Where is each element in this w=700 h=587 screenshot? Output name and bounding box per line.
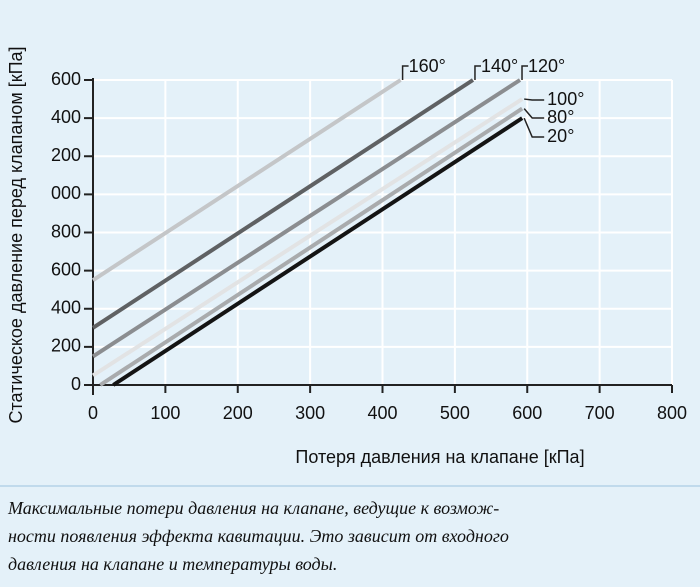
- label-leader: [401, 65, 409, 80]
- series-line: [91, 78, 402, 282]
- y-tick-label: 0: [71, 374, 81, 394]
- x-axis-label: Потеря давления на клапане [кПа]: [295, 447, 584, 467]
- label-leader: [523, 108, 545, 119]
- series-line: [91, 78, 522, 359]
- caption-line: Максимальные потери давления на клапане,…: [7, 498, 499, 518]
- label-leader: [474, 65, 481, 80]
- x-tick-label: 800: [657, 403, 687, 423]
- y-tick-label: 400: [51, 298, 81, 318]
- label-leader: [523, 117, 545, 138]
- x-tick-label: 0: [88, 403, 98, 423]
- caption-line: ности появления эффекта кавитации. Это з…: [8, 526, 509, 546]
- label-leader: [521, 65, 529, 80]
- legend-label: 140°: [481, 56, 518, 76]
- legend-label: 80°: [547, 107, 574, 127]
- caption-line: давления на клапане и температуры воды.: [8, 554, 337, 574]
- y-tick-label: 200: [51, 145, 81, 165]
- legend-label: 20°: [547, 126, 574, 146]
- y-tick-label: 800: [51, 221, 81, 241]
- x-tick-label: 300: [295, 403, 325, 423]
- y-tick-label: 000: [51, 183, 81, 203]
- y-tick-label: 600: [51, 259, 81, 279]
- series-line: [112, 116, 524, 387]
- label-leader: [524, 98, 545, 101]
- legend-label: 100°: [547, 89, 584, 109]
- x-tick-label: 500: [440, 403, 470, 423]
- y-tick-label: 600: [51, 69, 81, 89]
- x-tick-label: 400: [367, 403, 397, 423]
- legend-label: 160°: [409, 56, 446, 76]
- legend-label: 120°: [528, 56, 565, 76]
- series-line: [99, 106, 524, 387]
- y-axis-label: Статическое давление перед клапаном [кПа…: [6, 46, 26, 423]
- x-tick-label: 100: [150, 403, 180, 423]
- y-tick-label: 200: [51, 336, 81, 356]
- x-tick-label: 200: [223, 403, 253, 423]
- x-tick-label: 700: [585, 403, 615, 423]
- x-tick-label: 600: [512, 403, 542, 423]
- series-line: [91, 97, 524, 378]
- series-line: [91, 78, 475, 330]
- y-tick-label: 400: [51, 107, 81, 127]
